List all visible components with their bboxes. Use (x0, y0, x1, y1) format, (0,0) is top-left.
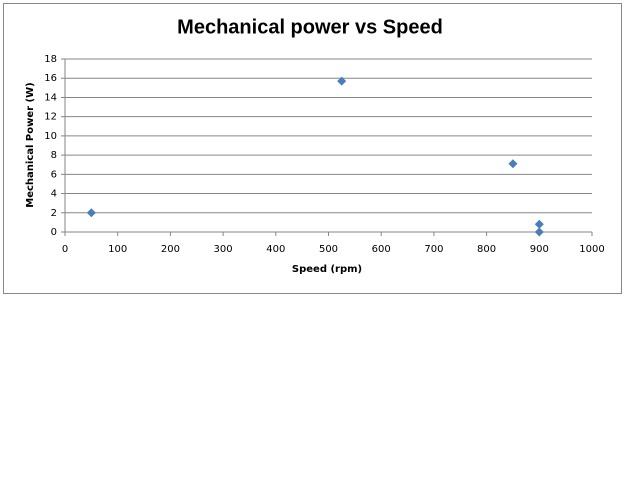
x-tick-label: 600 (372, 244, 391, 255)
x-tick-label: 200 (161, 244, 180, 255)
y-tick-label: 6 (51, 169, 57, 180)
x-tick-label: 300 (214, 244, 233, 255)
x-tick-label: 700 (424, 244, 443, 255)
x-tick-label: 0 (62, 244, 68, 255)
y-tick-label: 4 (51, 189, 57, 200)
y-tick-label: 18 (44, 54, 57, 65)
chart-frame (3, 3, 622, 294)
y-axis-label: Mechanical Power (W) (25, 82, 36, 207)
x-tick-label: 1000 (579, 244, 604, 255)
x-tick-label: 400 (266, 244, 285, 255)
data-point (508, 159, 518, 169)
y-tick-label: 12 (44, 112, 57, 123)
y-tick-label: 0 (51, 227, 57, 238)
x-tick-label: 100 (108, 244, 127, 255)
y-tick-label: 2 (51, 208, 57, 219)
data-point (337, 76, 347, 86)
data-point (86, 208, 96, 218)
chart-title: Mechanical power vs Speed (177, 16, 443, 38)
y-tick-label: 8 (51, 150, 57, 161)
x-axis-label: Speed (rpm) (292, 264, 362, 275)
data-point (534, 219, 544, 229)
y-tick-label: 16 (44, 73, 57, 84)
x-tick-label: 800 (477, 244, 496, 255)
x-tick-label: 900 (530, 244, 549, 255)
x-tick-label: 500 (319, 244, 338, 255)
data-point (534, 227, 544, 237)
y-tick-label: 14 (44, 92, 57, 103)
y-tick-label: 10 (44, 131, 57, 142)
